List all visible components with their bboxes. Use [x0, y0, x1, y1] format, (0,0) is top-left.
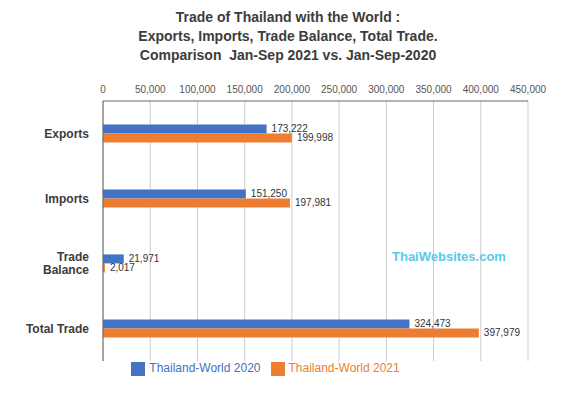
- svg-text:200,000: 200,000: [274, 84, 311, 95]
- svg-text:2,017: 2,017: [110, 262, 135, 273]
- svg-text:350,000: 350,000: [415, 84, 452, 95]
- svg-text:TradeBalance: TradeBalance: [43, 250, 89, 277]
- svg-text:173,222: 173,222: [271, 123, 308, 135]
- svg-text:151,250: 151,250: [251, 188, 288, 199]
- svg-text:Exports: Exports: [44, 127, 89, 141]
- svg-text:Total Trade: Total Trade: [26, 322, 89, 336]
- html-text:Exports, Imports, Trade Balanc: Exports, Imports, Trade Balance, Total T…: [138, 28, 438, 44]
- svg-text:150,000: 150,000: [227, 84, 264, 95]
- svg-text:21,971: 21,971: [128, 253, 160, 265]
- svg-text:324,473: 324,473: [414, 318, 451, 329]
- svg-text:300,000: 300,000: [368, 84, 405, 95]
- svg-text:450,000: 450,000: [510, 84, 547, 95]
- svg-text:199,998: 199,998: [297, 132, 334, 143]
- svg-text:250,000: 250,000: [321, 84, 358, 95]
- svg-text:0: 0: [100, 84, 106, 95]
- html-text:Thailand-World 2020: Thailand-World 2020: [149, 361, 261, 375]
- html-text:Trade of Thailand with the Wor: Trade of Thailand with the World :: [175, 9, 401, 25]
- svg-text:50,000: 50,000: [135, 84, 166, 95]
- html-text:Comparison Jan-Sep 2021 vs. Ja: Comparison Jan-Sep 2021 vs. Jan-Sep-2020: [139, 47, 437, 63]
- svg-text:400,000: 400,000: [463, 84, 500, 95]
- svg-text:100,000: 100,000: [179, 84, 216, 95]
- svg-text:197,981: 197,981: [295, 197, 332, 208]
- html-text:ThaiWebsites.com: ThaiWebsites.com: [392, 249, 506, 264]
- svg-text:Imports: Imports: [45, 192, 89, 206]
- html-text:Thailand-World 2021: Thailand-World 2021: [288, 361, 400, 375]
- svg-text:397,979: 397,979: [484, 327, 521, 338]
